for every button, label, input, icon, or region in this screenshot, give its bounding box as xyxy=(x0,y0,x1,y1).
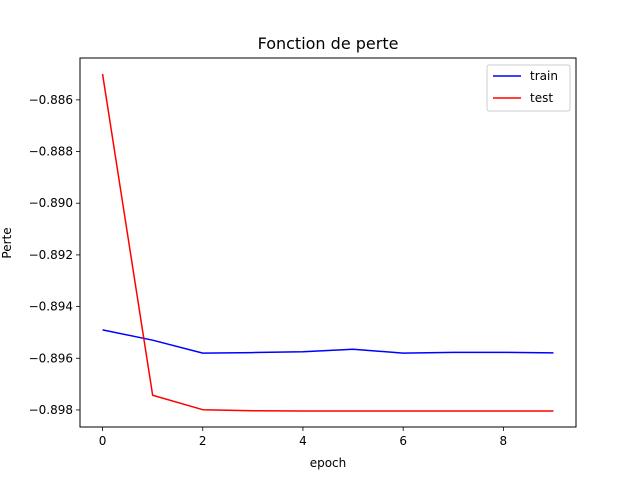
legend-label-train: train xyxy=(530,69,558,83)
plot-lines xyxy=(101,73,554,412)
x-tick-label: 2 xyxy=(199,434,207,448)
y-tick-label: −0.888 xyxy=(29,145,73,159)
y-tick-label: −0.890 xyxy=(29,196,73,210)
x-tick-label: 0 xyxy=(99,434,107,448)
y-axis-label: Perte xyxy=(0,227,14,258)
plot-frame xyxy=(79,57,577,428)
x-axis-label: epoch xyxy=(310,456,347,470)
y-tick-label: −0.886 xyxy=(29,93,73,107)
x-tick-label: 4 xyxy=(299,434,307,448)
y-axis: −0.886 −0.888 −0.890 −0.892 −0.894 −0.896 −0.8… xyxy=(29,93,80,417)
x-tick-label: 6 xyxy=(399,434,407,448)
y-tick-label: −0.898 xyxy=(29,403,73,417)
y-tick-label: −0.892 xyxy=(29,248,73,262)
legend-label-test: test xyxy=(530,91,553,105)
y-tick-label: −0.894 xyxy=(29,300,73,314)
x-axis: 0 2 4 6 8 xyxy=(99,427,507,448)
series-line-train xyxy=(102,329,554,354)
legend: train test xyxy=(486,64,571,112)
series-line-test xyxy=(101,73,554,412)
x-tick-label: 8 xyxy=(500,434,508,448)
y-tick-label: −0.896 xyxy=(29,351,73,365)
chart-title: Fonction de perte xyxy=(258,34,399,53)
